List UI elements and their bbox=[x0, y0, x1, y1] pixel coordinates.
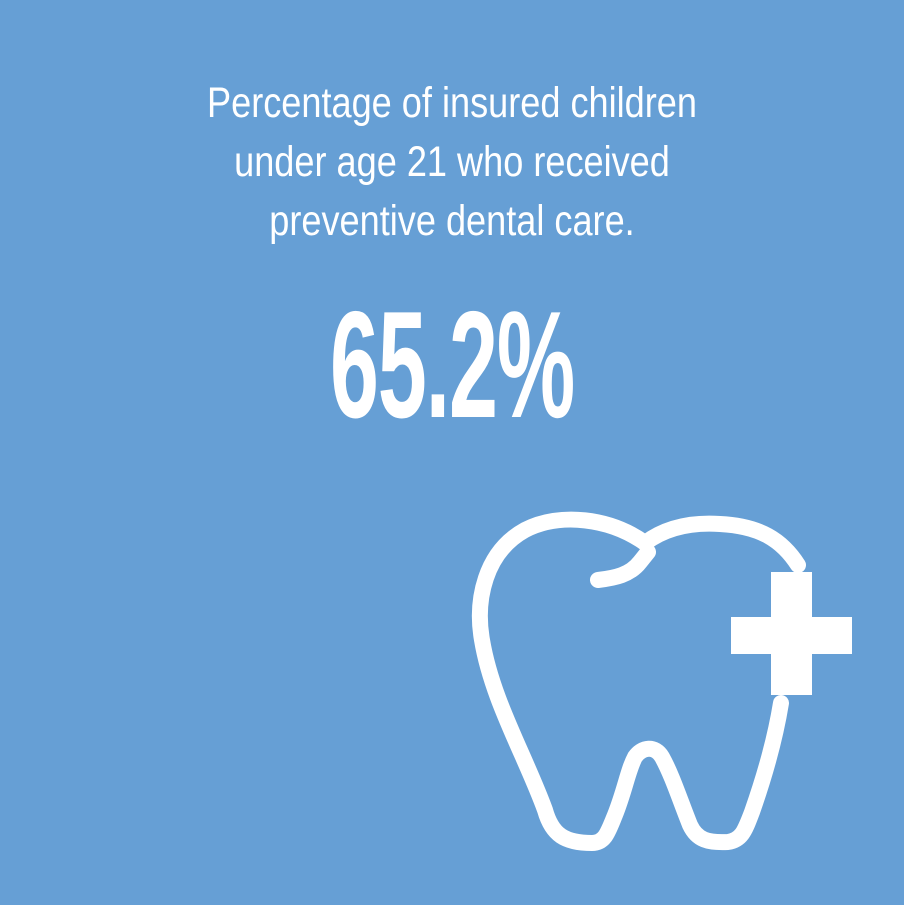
tooth-curl bbox=[590, 544, 656, 588]
stat-value: 65.2% bbox=[329, 280, 575, 450]
headline-line-3: preventive dental care. bbox=[269, 197, 635, 245]
tooth-outline bbox=[471, 511, 789, 851]
plus-icon bbox=[731, 572, 852, 695]
headline: Percentage of insured children under age… bbox=[0, 74, 904, 251]
headline-line-2: under age 21 who received bbox=[234, 138, 670, 186]
headline-line-1: Percentage of insured children bbox=[207, 79, 697, 127]
tooth-right-lobe bbox=[637, 515, 806, 573]
